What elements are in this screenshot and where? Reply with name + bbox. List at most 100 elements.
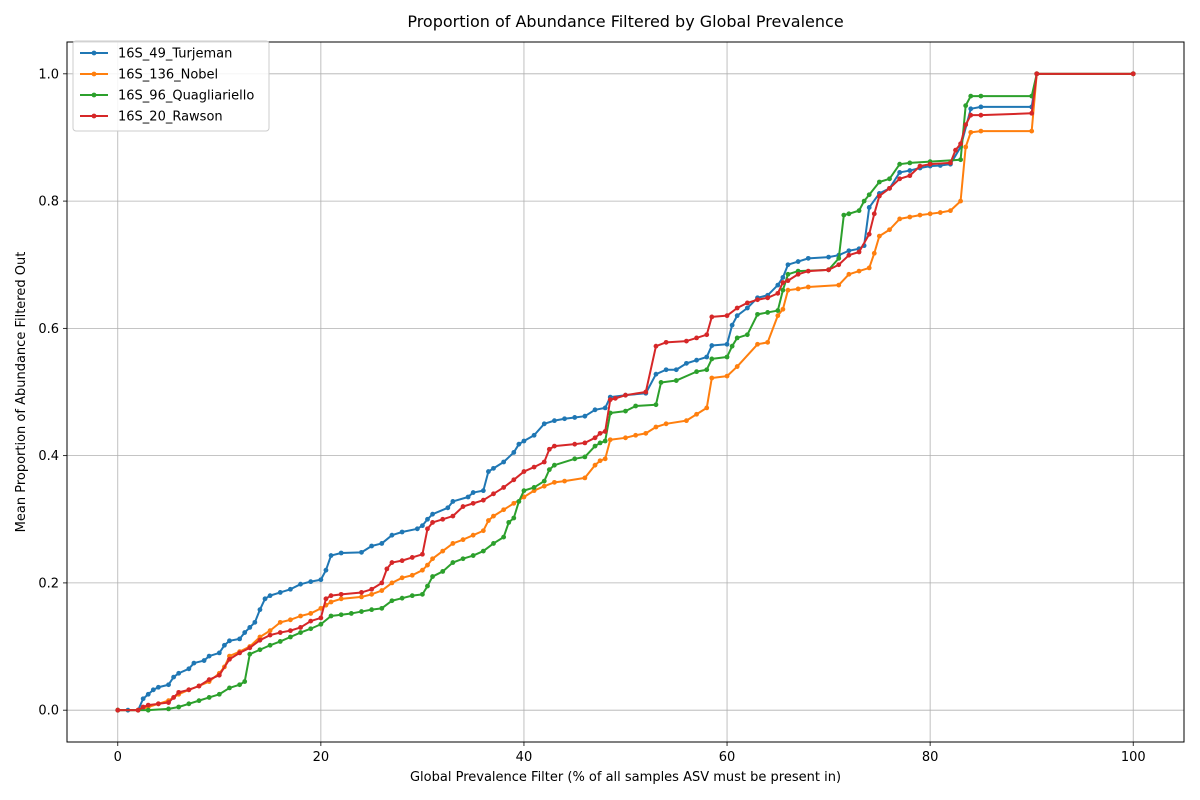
data-point (318, 615, 324, 621)
data-point (409, 593, 415, 599)
data-point (978, 112, 984, 118)
data-point (379, 605, 385, 611)
data-point (206, 653, 212, 659)
data-point (968, 112, 974, 118)
data-point (176, 704, 182, 710)
data-point (470, 500, 476, 506)
data-point (663, 367, 669, 373)
data-point (369, 607, 375, 613)
data-point (780, 306, 786, 312)
data-point (602, 429, 608, 434)
data-point (166, 706, 171, 712)
data-point (663, 339, 669, 345)
data-point (399, 575, 405, 581)
data-point (968, 129, 974, 135)
chart-title: Proportion of Abundance Filtered by Glob… (407, 12, 843, 31)
data-point (755, 311, 760, 317)
data-point (440, 548, 446, 554)
data-point (836, 282, 842, 288)
data-point (450, 513, 456, 519)
data-point (684, 418, 689, 424)
data-point (978, 128, 984, 134)
data-point (176, 689, 182, 695)
data-point (582, 440, 588, 446)
data-point (328, 593, 334, 599)
data-point (145, 707, 151, 713)
data-point (562, 478, 567, 484)
data-point (876, 179, 882, 185)
data-point (277, 639, 283, 644)
data-point (140, 696, 146, 702)
data-point (541, 478, 547, 484)
data-point (765, 295, 771, 301)
data-point (348, 611, 354, 616)
data-point (242, 630, 248, 635)
data-point (633, 432, 639, 438)
data-point (227, 685, 232, 691)
data-point (785, 287, 791, 293)
data-point (897, 170, 903, 175)
data-point (480, 497, 486, 503)
data-point (389, 580, 395, 586)
data-point (501, 485, 507, 490)
data-point (145, 691, 151, 697)
data-point (673, 378, 679, 383)
data-point (572, 456, 578, 462)
data-point (643, 389, 649, 395)
data-point (709, 343, 715, 348)
data-point (856, 249, 862, 255)
legend-entry-16s-49-turjeman: 16S_49_Turjeman (80, 47, 232, 62)
legend-entry-16s-20-rawson: 16S_20_Rawson (80, 110, 223, 125)
data-point (359, 549, 364, 555)
y-tick-label: 0.4 (38, 449, 59, 464)
data-point (592, 407, 598, 413)
data-point (887, 185, 892, 191)
data-point (765, 339, 771, 345)
data-point (805, 268, 811, 274)
data-point (247, 651, 253, 657)
data-point (866, 265, 872, 271)
data-point (506, 520, 512, 525)
data-point (597, 430, 603, 436)
data-point (176, 670, 182, 676)
data-point (541, 483, 547, 489)
data-point (470, 532, 476, 538)
data-point (470, 490, 476, 495)
data-point (227, 656, 232, 662)
data-point (288, 628, 293, 634)
data-point (491, 541, 496, 546)
data-point (470, 553, 476, 558)
legend-entry-16s-96-quagliariello: 16S_96_Quagliariello (80, 89, 254, 104)
data-point (724, 341, 730, 347)
series-line (117, 72, 1134, 712)
data-point (206, 677, 212, 683)
data-point (684, 338, 689, 344)
data-point (501, 507, 507, 513)
data-point (582, 454, 588, 460)
x-tick-label: 0 (114, 750, 122, 765)
data-point (430, 520, 435, 525)
data-point (166, 700, 171, 705)
data-point (724, 354, 730, 360)
data-point (765, 310, 771, 315)
data-point (277, 619, 283, 625)
data-point (541, 421, 547, 427)
data-point (267, 642, 273, 648)
data-point (602, 456, 608, 462)
data-point (871, 250, 877, 256)
data-point (861, 198, 867, 204)
data-point (1130, 71, 1136, 77)
data-point (531, 432, 537, 438)
data-point (247, 625, 253, 630)
data-point (704, 332, 710, 338)
data-point (592, 462, 598, 468)
data-point (897, 216, 903, 222)
data-point (1034, 71, 1040, 77)
data-point (826, 254, 831, 260)
data-point (501, 534, 507, 540)
data-point (673, 367, 679, 373)
data-point (927, 161, 933, 167)
data-point (298, 630, 303, 635)
data-point (399, 595, 405, 601)
data-point (450, 560, 456, 565)
